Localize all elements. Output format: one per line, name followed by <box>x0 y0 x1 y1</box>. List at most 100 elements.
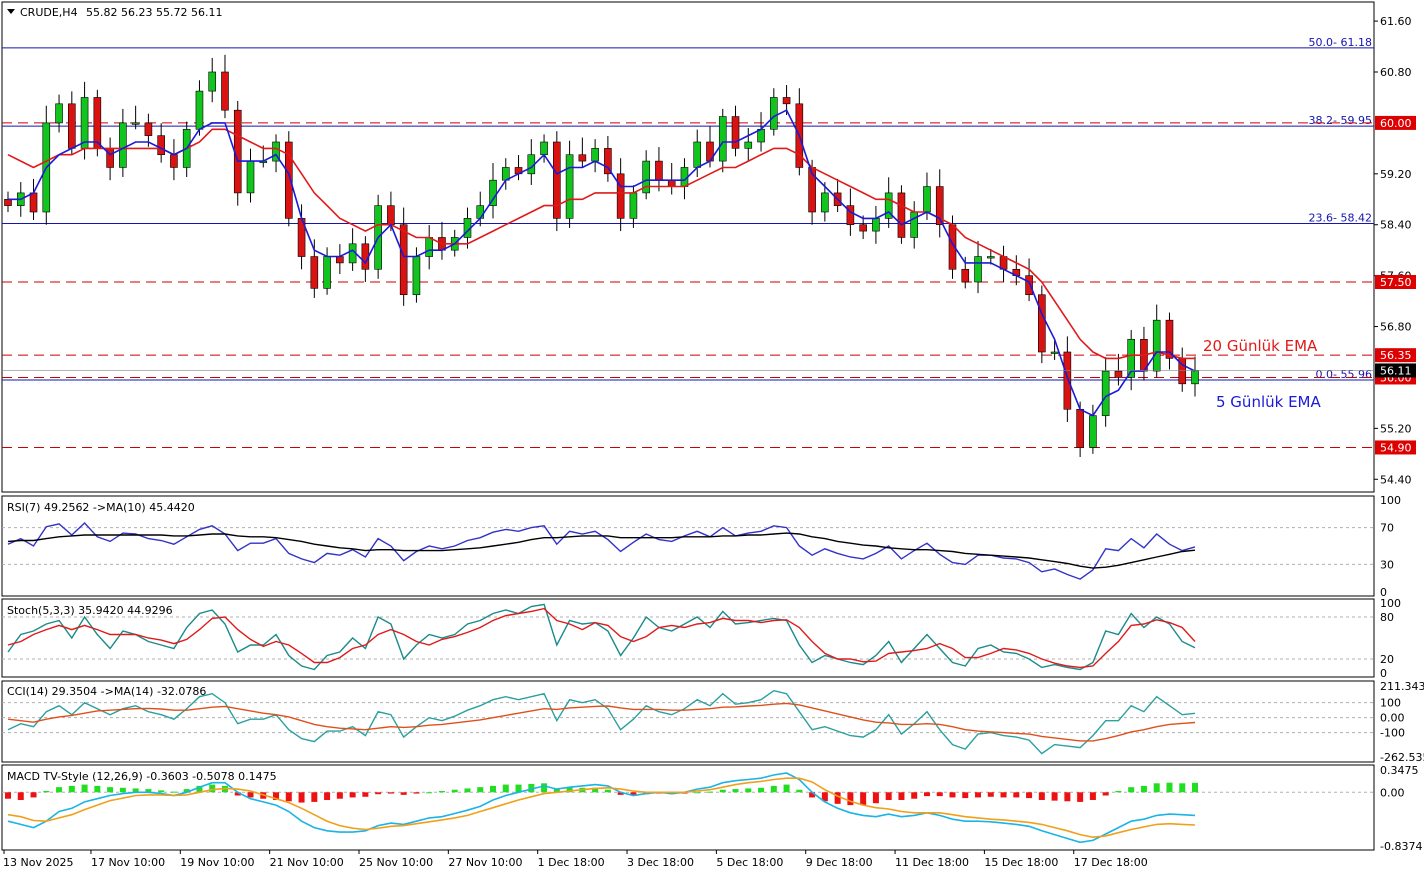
candle-body <box>1127 338 1135 378</box>
candle-body <box>1165 319 1174 359</box>
candle-body <box>157 135 165 156</box>
candle-body <box>119 122 127 168</box>
stoch-title: Stoch(5,3,3) 35.9420 44.9296 <box>7 604 173 617</box>
macd-histogram-bar <box>617 792 624 795</box>
cci-tick-label: -262.535 <box>1380 751 1424 764</box>
candle-body <box>718 116 727 162</box>
candle-body <box>80 97 89 149</box>
candle-body <box>323 256 331 289</box>
macd-histogram-bar <box>68 785 75 793</box>
macd-title: MACD TV-Style (12,26,9) -0.3603 -0.5078 … <box>7 770 277 783</box>
rsi-title: RSI(7) 49.2562 ->MA(10) 45.4420 <box>7 501 195 514</box>
rsi-series-line <box>7 532 1196 569</box>
candle-body <box>1191 370 1199 385</box>
macd-histogram-bar <box>107 787 114 793</box>
candle-body <box>986 256 995 259</box>
macd-histogram-bar <box>1115 791 1122 793</box>
macd-histogram-bar <box>962 792 969 799</box>
rsi-tick-label: 0 <box>1380 586 1387 599</box>
rsi-tick-label: 30 <box>1380 558 1394 571</box>
candle-body <box>616 173 625 219</box>
ema5-line <box>8 109 1196 417</box>
symbol-label: CRUDE,H4 <box>20 6 78 19</box>
rsi-series-line <box>7 522 1196 580</box>
macd-histogram-bar <box>541 783 548 793</box>
macd-histogram-bar <box>1102 792 1109 796</box>
candle-body <box>693 141 702 168</box>
candle-body <box>1063 351 1072 410</box>
candle-body <box>846 205 855 226</box>
macd-histogram-bar <box>234 792 241 796</box>
cci-series-line <box>7 689 1196 755</box>
macd-histogram-bar <box>515 784 522 793</box>
macd-signal-line <box>7 777 1196 839</box>
macd-histogram-bar <box>298 792 305 803</box>
macd-histogram-bar <box>477 787 484 793</box>
candle-body <box>29 192 38 213</box>
macd-histogram-bar <box>158 790 165 793</box>
macd-histogram-bar <box>949 792 956 798</box>
macd-histogram-bar <box>630 792 637 796</box>
macd-histogram-bar <box>1179 783 1186 793</box>
candle-body <box>68 103 76 149</box>
cci-title: CCI(14) 29.3504 ->MA(14) -32.0786 <box>7 685 206 698</box>
macd-histogram-bar <box>464 788 471 793</box>
ema20-annotation: 20 Günlük EMA <box>1203 337 1318 355</box>
macd-histogram-bar <box>502 784 509 793</box>
macd-histogram-bar <box>987 792 994 797</box>
candle-body <box>540 141 548 156</box>
macd-histogram-bar <box>592 787 599 793</box>
macd-histogram-bar <box>1013 792 1020 798</box>
macd-histogram-bar <box>56 787 63 793</box>
macd-tick-label: -0.8374 <box>1380 840 1422 853</box>
macd-histogram-bar <box>438 791 445 793</box>
price-tick-label: 59.20 <box>1380 168 1412 181</box>
macd-histogram-bar <box>706 791 713 793</box>
macd-histogram-bar <box>94 785 101 793</box>
cci-tick-label: 100 <box>1380 697 1401 710</box>
candle-body <box>961 268 970 283</box>
macd-histogram-bar <box>119 787 126 793</box>
macd-histogram-bar <box>375 792 382 795</box>
macd-histogram-bar <box>1026 792 1033 799</box>
candle-body <box>872 218 880 232</box>
macd-histogram-bar <box>145 789 152 793</box>
x-tick-label: 13 Nov 2025 <box>3 856 73 869</box>
macd-histogram-bar <box>349 792 356 798</box>
candle-body <box>884 192 893 219</box>
macd-histogram-bar <box>426 792 433 794</box>
candle-body <box>897 192 906 238</box>
macd-histogram-bar <box>796 789 803 793</box>
candle-body <box>667 179 676 187</box>
x-tick-label: 19 Nov 10:00 <box>180 856 254 869</box>
rsi-tick-label: 100 <box>1380 494 1401 507</box>
candle-body <box>336 256 344 264</box>
candle-body <box>387 205 395 226</box>
price-tick-label: 55.20 <box>1380 422 1412 435</box>
candle-body <box>565 154 574 219</box>
macd-histogram-bar <box>285 792 292 802</box>
candle-body <box>1025 275 1033 296</box>
macd-histogram-bar <box>30 792 37 798</box>
macd-histogram-bar <box>196 785 203 793</box>
fib-label: 38.2- 59.95 <box>1309 114 1372 127</box>
macd-histogram-bar <box>732 789 739 793</box>
candle-body <box>208 71 217 92</box>
macd-histogram-bar <box>809 792 816 798</box>
candle-body <box>731 116 740 149</box>
macd-panel-frame <box>1 764 1375 851</box>
cci-tick-label: -100 <box>1380 727 1405 740</box>
macd-line <box>7 772 1196 844</box>
candle-body <box>131 122 140 125</box>
stoch-tick-label: 80 <box>1380 611 1394 624</box>
stoch-tick-label: 100 <box>1380 597 1401 610</box>
level-price-box-label: 56.35 <box>1380 349 1412 362</box>
price-tick-label: 56.80 <box>1380 321 1412 334</box>
dropdown-triangle-icon[interactable] <box>7 9 15 14</box>
candle-body <box>55 103 63 124</box>
macd-histogram-bar <box>1000 792 1007 798</box>
macd-histogram-bar <box>834 792 841 804</box>
macd-histogram-bar <box>387 792 394 794</box>
candle-body <box>310 256 319 289</box>
